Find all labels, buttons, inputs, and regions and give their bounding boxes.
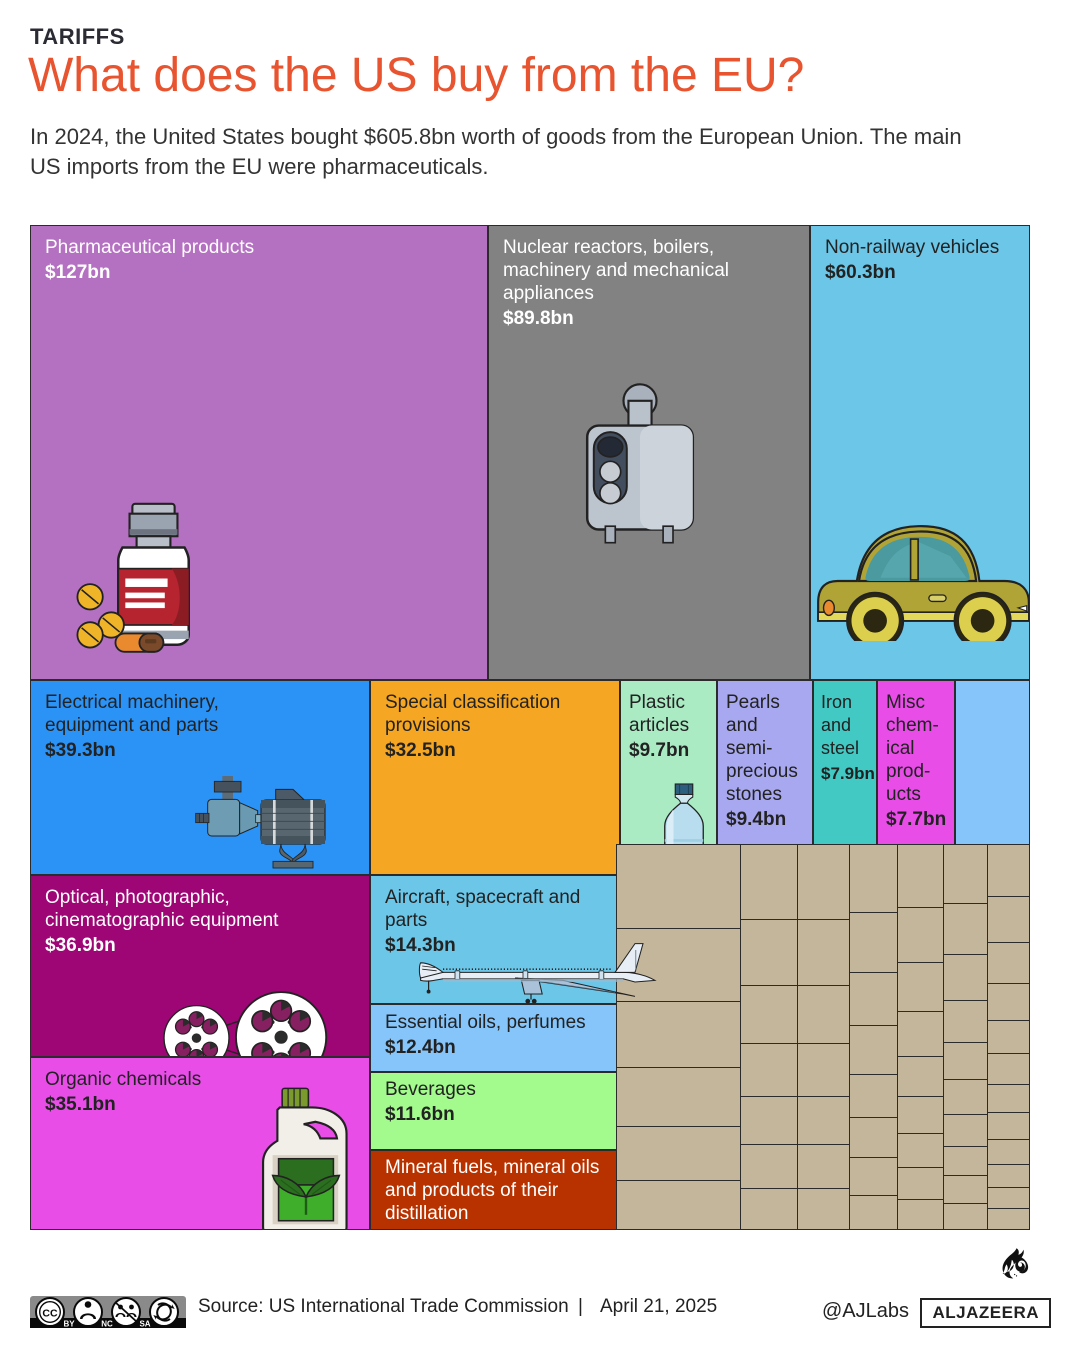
svg-text:SA: SA <box>139 1320 150 1329</box>
svg-text:CC: CC <box>42 1308 58 1320</box>
svg-text:NC: NC <box>101 1320 113 1329</box>
svg-text:BY: BY <box>63 1320 75 1329</box>
